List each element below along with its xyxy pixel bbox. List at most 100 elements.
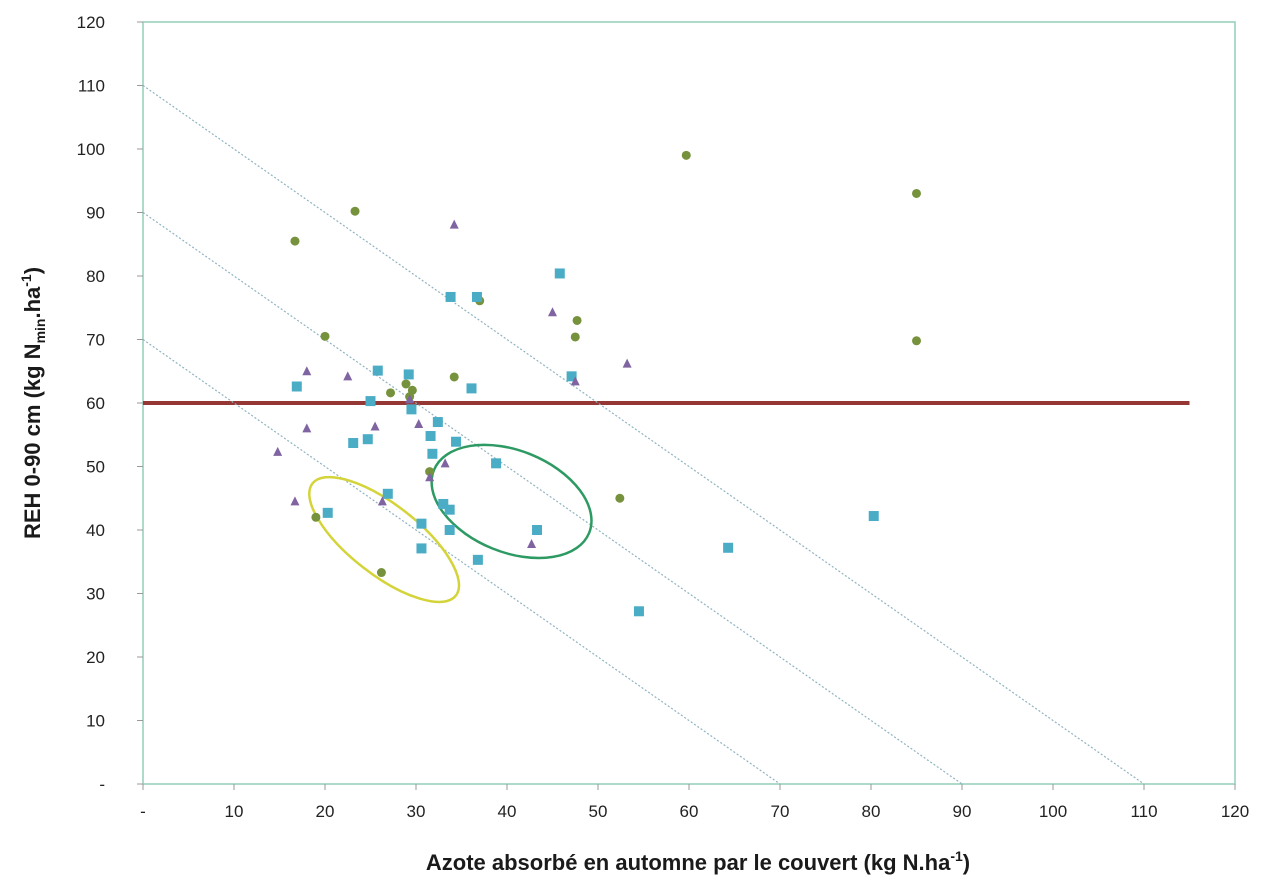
data-point-circle <box>311 512 321 522</box>
data-point-square <box>471 291 482 302</box>
data-point-circle <box>425 467 435 477</box>
data-point-triangle <box>570 376 580 386</box>
data-point-square <box>291 381 302 392</box>
data-point-circle <box>615 493 625 503</box>
data-point-triangle <box>273 446 283 456</box>
data-point-triangle <box>405 394 415 404</box>
data-point-circle <box>572 315 582 325</box>
data-point-circle <box>681 150 691 160</box>
y-tick-label: 120 <box>77 13 105 32</box>
data-point-circle <box>449 372 459 382</box>
data-point-circle <box>376 568 386 578</box>
data-point-triangle <box>370 421 380 431</box>
x-tick-label: 60 <box>680 802 699 821</box>
data-point-square <box>365 396 376 407</box>
data-point-square <box>416 543 427 554</box>
data-point-circle <box>407 385 417 395</box>
data-point-square <box>382 488 393 499</box>
data-point-square <box>868 511 879 522</box>
data-point-triangle <box>290 496 300 506</box>
y-tick-label: - <box>99 775 105 794</box>
data-point-square <box>491 458 502 469</box>
y-tick-label: 80 <box>86 267 105 286</box>
x-axis-ticks: - 10 20 30 40 50 60 70 80 90 100 110 120 <box>140 784 1249 821</box>
data-point-square <box>472 554 483 565</box>
x-tick-label: 70 <box>771 802 790 821</box>
data-point-circle <box>290 236 300 246</box>
data-point-square <box>425 431 436 442</box>
group-ellipse <box>308 475 461 604</box>
data-point-triangle <box>527 538 537 548</box>
y-tick-label: 60 <box>86 394 105 413</box>
data-point-triangle <box>302 366 312 376</box>
data-points <box>273 150 921 617</box>
y-tick-label: 40 <box>86 521 105 540</box>
x-tick-label: 30 <box>407 802 426 821</box>
data-point-square <box>444 525 455 535</box>
data-point-circle <box>320 331 330 341</box>
y-tick-label: 20 <box>86 648 105 667</box>
y-tick-label: 110 <box>78 77 105 96</box>
data-point-square <box>723 542 734 553</box>
x-tick-label: - <box>140 802 146 821</box>
x-tick-label: 110 <box>1130 802 1157 821</box>
data-point-square <box>406 404 417 415</box>
group-ellipse <box>430 443 593 560</box>
diagonal-iso-line <box>142 339 781 785</box>
data-point-triangle <box>548 307 557 317</box>
data-point-circle <box>912 188 921 198</box>
data-point-triangle <box>302 423 312 433</box>
data-point-triangle <box>414 418 424 428</box>
x-tick-label: 40 <box>498 802 517 821</box>
data-point-circle <box>912 336 921 346</box>
x-tick-label: 90 <box>953 802 972 821</box>
data-point-square <box>466 383 477 394</box>
data-point-square <box>445 291 456 302</box>
y-tick-label: 10 <box>86 712 105 731</box>
data-point-circle <box>386 388 396 398</box>
x-axis-title: Azote absorbé en automne par le couvert … <box>426 848 970 875</box>
data-point-square <box>416 518 427 529</box>
y-axis-title: REH 0-90 cm (kg Nmin.ha-1) <box>18 267 48 539</box>
y-tick-label: 70 <box>86 331 105 350</box>
data-point-triangle <box>377 496 387 506</box>
x-tick-label: 80 <box>862 802 881 821</box>
x-tick-label: 50 <box>589 802 608 821</box>
data-point-square <box>444 504 455 515</box>
data-point-square <box>403 369 414 380</box>
y-tick-label: 100 <box>77 140 105 159</box>
data-point-square <box>451 436 462 447</box>
y-axis-ticks: - 10 20 30 40 50 60 70 80 90 100 110 120 <box>77 13 143 794</box>
data-point-square <box>362 434 373 445</box>
x-tick-label: 20 <box>316 802 335 821</box>
data-point-triangle <box>449 219 459 229</box>
diagonal-iso-line <box>142 85 1145 785</box>
data-point-square <box>438 498 449 509</box>
data-point-square <box>633 606 644 617</box>
y-tick-label: 50 <box>86 458 105 477</box>
data-point-square <box>372 365 383 376</box>
x-tick-label: 10 <box>225 802 244 821</box>
x-tick-label: 100 <box>1039 802 1067 821</box>
diagonal-iso-line <box>142 212 963 785</box>
annotation-ellipses <box>308 443 593 604</box>
data-point-circle <box>401 379 411 389</box>
data-point-square <box>532 525 543 535</box>
data-point-square <box>427 448 438 459</box>
data-point-triangle <box>343 371 353 381</box>
reference-lines <box>142 85 1190 785</box>
data-point-circle <box>570 332 580 342</box>
data-point-triangle <box>440 458 450 468</box>
x-tick-label: 120 <box>1221 802 1249 821</box>
data-point-triangle <box>425 472 435 482</box>
data-point-circle <box>350 206 360 216</box>
y-tick-label: 30 <box>86 585 105 604</box>
data-point-triangle <box>622 358 632 368</box>
data-point-square <box>348 438 359 449</box>
data-point-square <box>554 268 565 279</box>
y-tick-label: 90 <box>86 204 105 223</box>
data-point-square <box>322 507 333 518</box>
data-point-square <box>566 371 577 382</box>
